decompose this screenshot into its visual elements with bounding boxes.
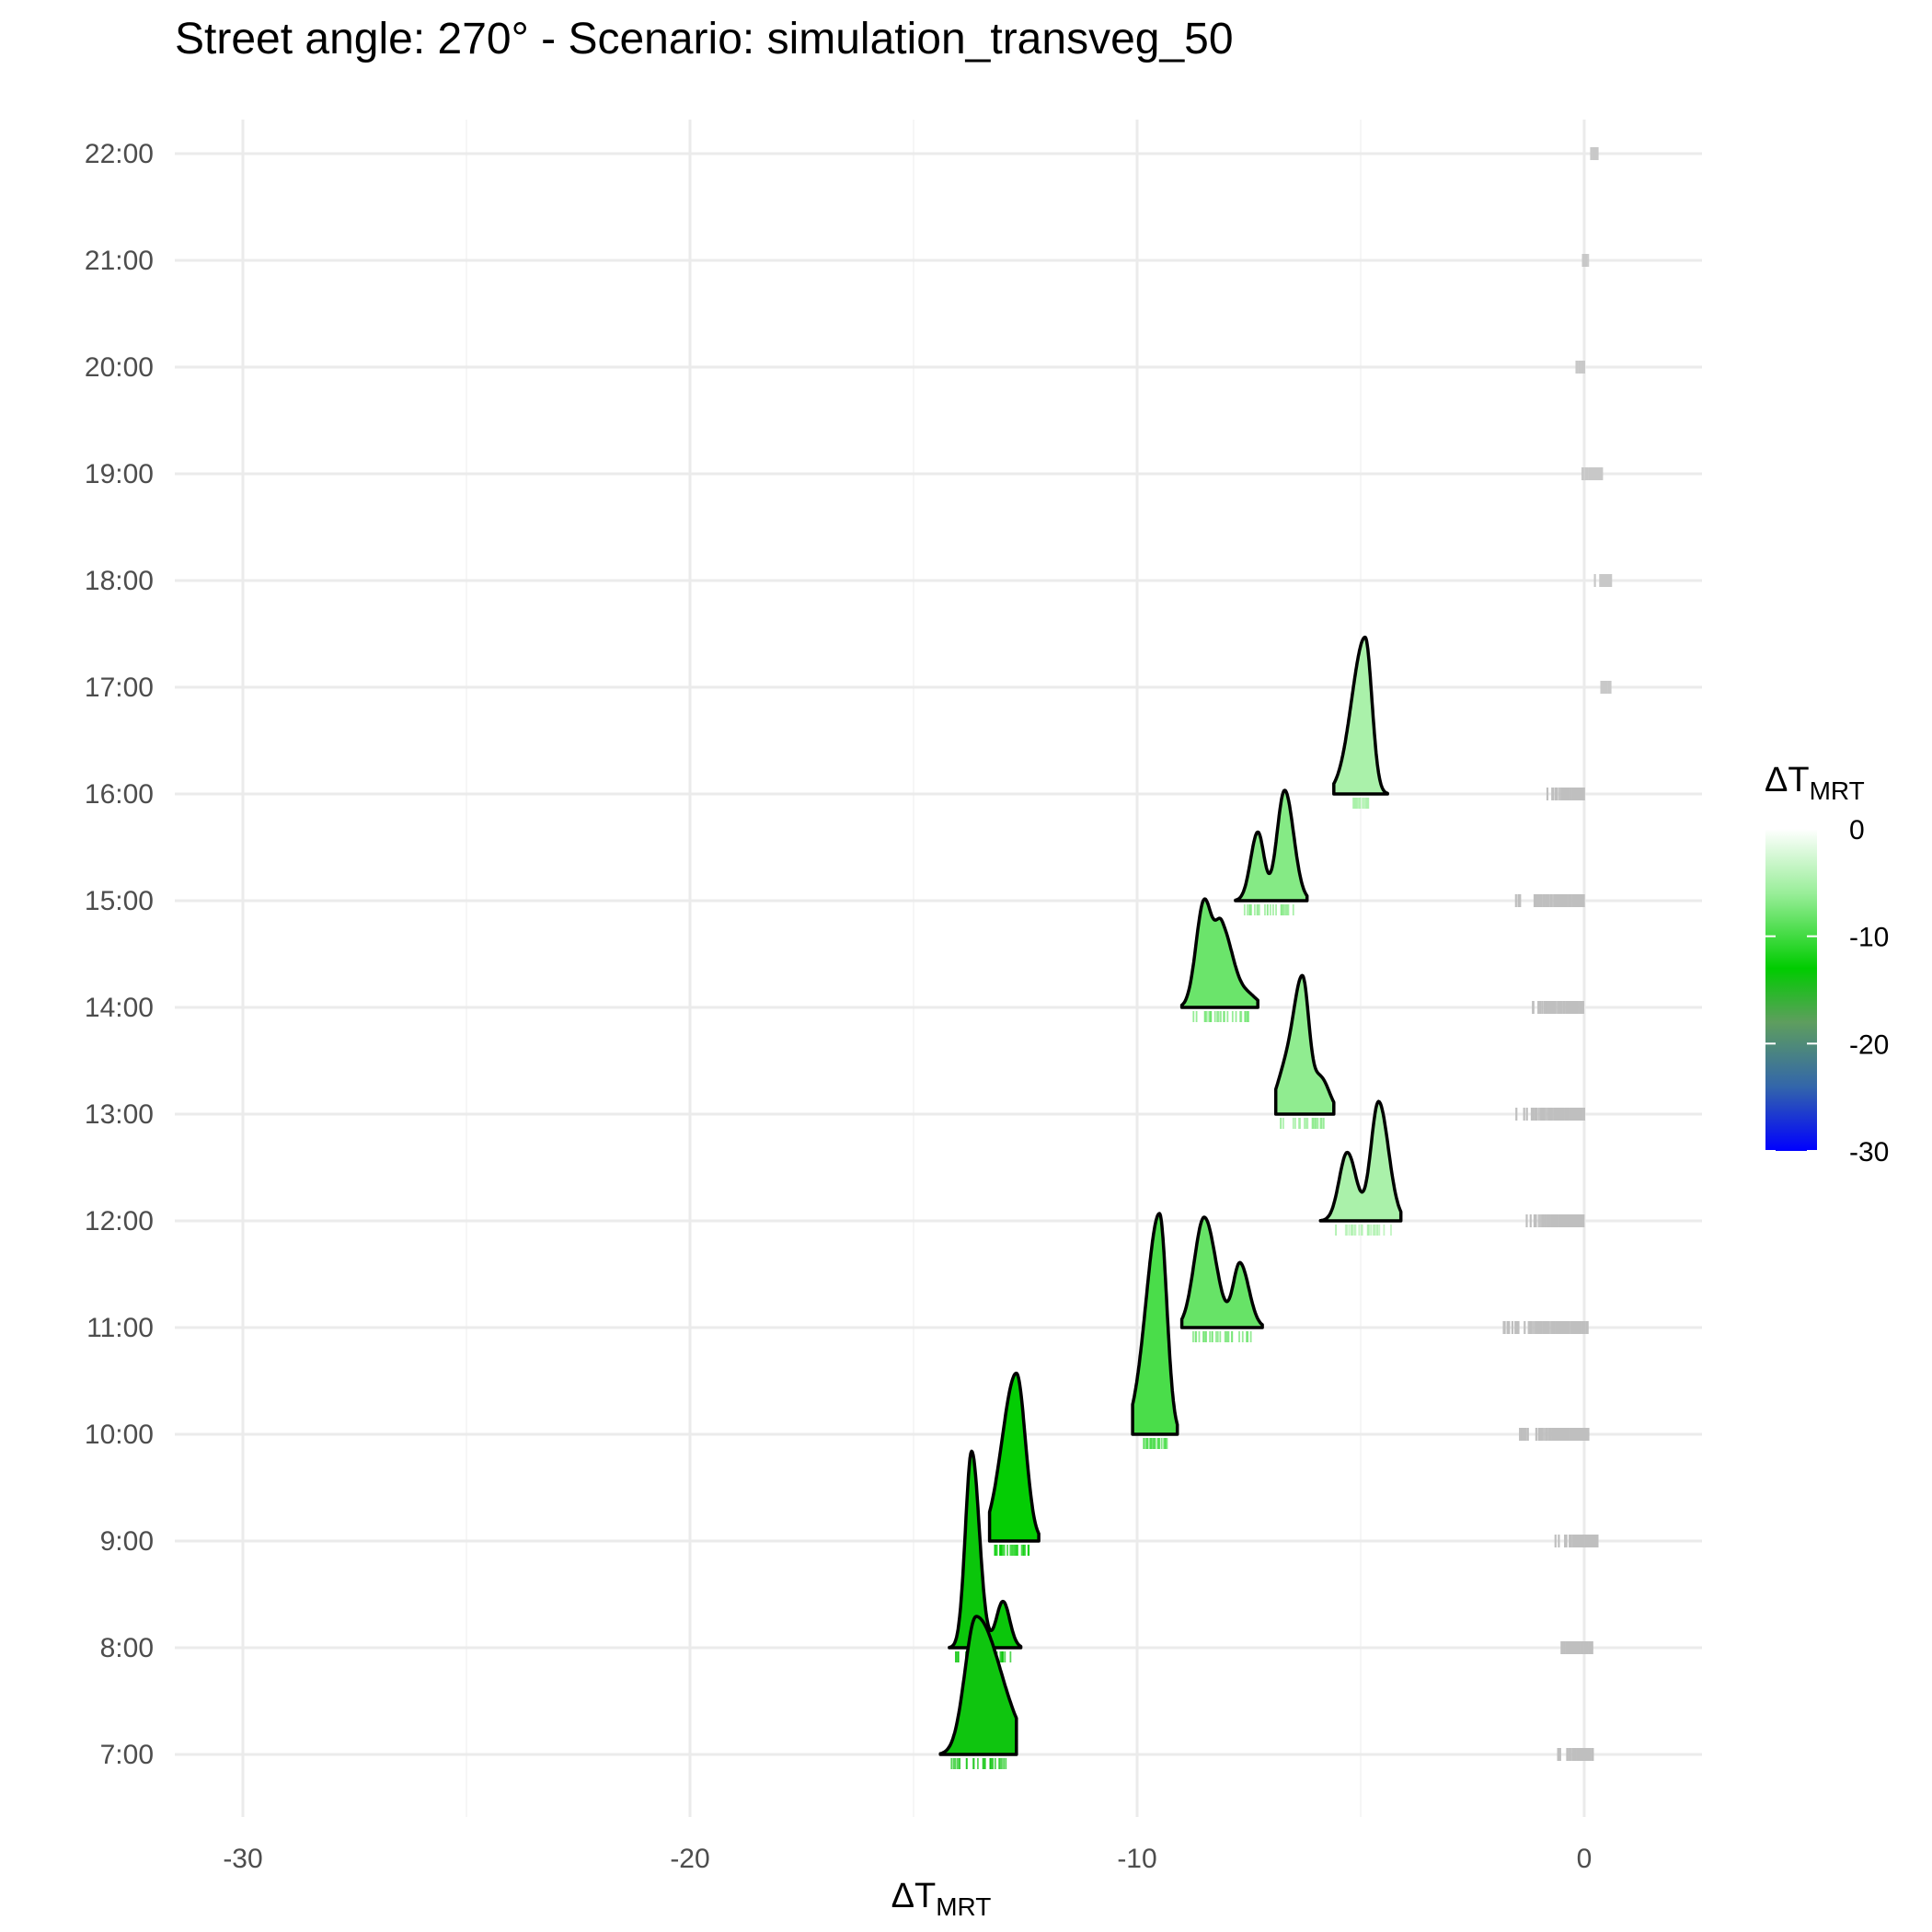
rug-band (1578, 361, 1584, 374)
rug-15-00 (1514, 894, 1585, 907)
rug-17-00 (1600, 681, 1612, 694)
rug-10-00 (1519, 1428, 1590, 1441)
ridge-9-00 (987, 1371, 1041, 1556)
y-tick-label: 10:00 (85, 1420, 154, 1450)
ridge-10-00 (1131, 1212, 1179, 1449)
x-axis-title: ΔTMRT (891, 1877, 992, 1921)
y-tick-label: 7:00 (100, 1740, 154, 1770)
ridge-7-00 (938, 1615, 1018, 1769)
x-axis-title-sub: MRT (936, 1892, 991, 1921)
ridge-area (1318, 1099, 1403, 1223)
rug-9-00 (1554, 1535, 1599, 1547)
rug-21-00 (1581, 254, 1590, 267)
rug-13-00 (1515, 1108, 1585, 1121)
ridge-area (1234, 788, 1309, 903)
ridge-15-00 (1234, 788, 1309, 915)
ridge-area (1273, 973, 1336, 1116)
density-ridges (938, 635, 1403, 1769)
rug-marks (1502, 147, 1613, 1761)
rug-band (1564, 1641, 1593, 1654)
rug-band (1537, 1108, 1584, 1121)
y-tick-label: 13:00 (85, 1099, 154, 1130)
y-tick-label: 12:00 (85, 1206, 154, 1236)
rug-band (1537, 894, 1584, 907)
y-tick-label: 17:00 (85, 673, 154, 703)
ridge-13-00 (1273, 973, 1336, 1129)
x-tick-label: -10 (1117, 1844, 1156, 1874)
x-tick-label: -20 (670, 1844, 709, 1874)
ridge-area (1179, 897, 1259, 1009)
x-tick-label: 0 (1577, 1844, 1593, 1874)
legend-title: ΔTMRT (1765, 761, 1865, 805)
rug-band (1583, 254, 1590, 267)
grid (175, 120, 1702, 1817)
ridge-12-00 (1318, 1099, 1403, 1236)
ridge-area (1332, 635, 1389, 796)
ridge-area (987, 1371, 1041, 1543)
y-tick-label: 22:00 (85, 139, 154, 169)
y-tick-label: 19:00 (85, 459, 154, 489)
y-tick-label: 16:00 (85, 779, 154, 810)
legend-tick-label: -20 (1849, 1029, 1889, 1060)
ridge-11-00 (1179, 1215, 1264, 1342)
rug-band (1602, 681, 1612, 694)
x-axis-title-base: ΔT (891, 1877, 937, 1915)
rug-12-00 (1525, 1214, 1585, 1227)
rug-8-00 (1560, 1641, 1593, 1654)
legend-colorbar (1765, 829, 1817, 1151)
y-tick-label: 14:00 (85, 993, 154, 1023)
rug-18-00 (1593, 574, 1613, 587)
legend-tick-label: 0 (1849, 815, 1865, 845)
legend-title-base: ΔT (1765, 761, 1810, 799)
y-tick-label: 20:00 (85, 352, 154, 383)
legend-ticks: 0 -10 -20 -30 (1765, 815, 1889, 1167)
x-axis-ticks: -30 -20 -10 0 (223, 1844, 1592, 1874)
rug-band (1527, 1321, 1589, 1334)
ridge-14-00 (1179, 897, 1259, 1022)
rug-band (1568, 1535, 1598, 1547)
ridge-area (938, 1615, 1018, 1756)
ridge-area (1131, 1212, 1179, 1436)
y-tick-label: 9:00 (100, 1526, 154, 1557)
ridge-area (948, 1449, 1023, 1650)
rug-7-00 (1557, 1748, 1594, 1761)
rug-band (1592, 147, 1598, 160)
rug-band (1539, 1428, 1589, 1441)
rug-22-00 (1590, 147, 1599, 160)
y-tick-label: 11:00 (86, 1313, 154, 1343)
rug-band (1537, 1214, 1584, 1227)
color-legend: ΔTMRT 0 -10 -20 -30 (1765, 761, 1889, 1167)
rug-20-00 (1575, 361, 1585, 374)
y-tick-label: 8:00 (100, 1633, 154, 1663)
legend-tick-label: -10 (1849, 923, 1889, 953)
rug-14-00 (1532, 1001, 1584, 1014)
legend-tick-label: -30 (1849, 1137, 1889, 1167)
rug-band (1587, 467, 1603, 480)
rug-band (1567, 1748, 1593, 1761)
rug-16-00 (1546, 788, 1585, 800)
y-tick-label: 15:00 (85, 886, 154, 916)
rug-band (1599, 574, 1612, 587)
chart-title: Street angle: 270° - Scenario: simulatio… (175, 15, 1234, 63)
rug-band (1558, 788, 1584, 800)
rug-band (1546, 1001, 1584, 1014)
rug-11-00 (1502, 1321, 1589, 1334)
rug-19-00 (1581, 467, 1604, 480)
ridge-area (1179, 1215, 1264, 1329)
y-tick-label: 18:00 (85, 566, 154, 596)
ridge-16-00 (1332, 635, 1389, 809)
y-axis-ticks: 7:00 8:00 9:00 10:00 11:00 12:00 13:00 14:00 15:… (85, 139, 154, 1770)
x-tick-label: -30 (223, 1844, 262, 1874)
y-tick-label: 21:00 (85, 246, 154, 276)
legend-title-sub: MRT (1810, 776, 1865, 805)
